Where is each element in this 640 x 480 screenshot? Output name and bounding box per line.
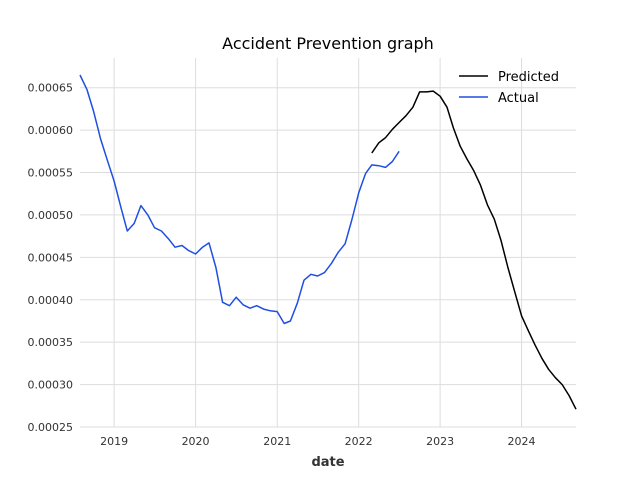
x-tick-label: 2022	[345, 435, 373, 448]
y-tick-label: 0.00055	[28, 167, 74, 180]
axis-ticks: 0.00025 0.00030 0.00035 0.00040 0.00045 0.000…	[28, 82, 536, 448]
y-tick-label: 0.00030	[28, 379, 74, 392]
x-tick-label: 2021	[263, 435, 291, 448]
x-tick-label: 2023	[426, 435, 454, 448]
x-tick-label: 2020	[182, 435, 210, 448]
series-lines	[79, 74, 577, 410]
y-tick-label: 0.00025	[28, 421, 74, 434]
series-line-predicted	[371, 90, 577, 410]
y-tick-label: 0.00065	[28, 82, 74, 95]
y-tick-label: 0.00060	[28, 124, 74, 137]
y-tick-label: 0.00045	[28, 251, 74, 264]
legend-label-predicted: Predicted	[498, 70, 559, 85]
grid	[80, 58, 576, 428]
series-line-actual	[79, 74, 400, 325]
y-tick-label: 0.00050	[28, 209, 74, 222]
chart-title: Accident Prevention graph	[222, 34, 434, 53]
y-tick-label: 0.00035	[28, 336, 74, 349]
x-tick-label: 2024	[508, 435, 536, 448]
legend: Predicted Actual	[459, 70, 559, 106]
legend-label-actual: Actual	[498, 91, 539, 106]
x-tick-label: 2019	[100, 435, 128, 448]
x-axis-label: date	[311, 455, 344, 470]
y-tick-label: 0.00040	[28, 294, 74, 307]
